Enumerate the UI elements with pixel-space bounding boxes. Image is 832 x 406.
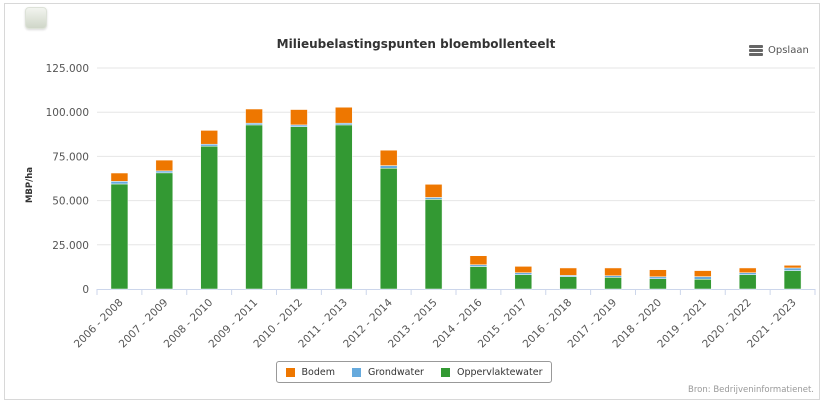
legend-item-oppervlaktewater[interactable]: Oppervlaktewater <box>440 366 543 378</box>
bar-bodem <box>469 255 488 266</box>
bar-bodem <box>155 159 174 172</box>
legend-swatch <box>351 367 361 377</box>
bar-bodem <box>738 267 757 273</box>
bar-oppervlaktewater <box>469 266 488 290</box>
bar-grondwater <box>155 170 174 174</box>
y-tick-label: 50.000 <box>52 196 89 208</box>
hamburger-menu-icon <box>749 45 763 56</box>
bar-grondwater <box>514 272 533 275</box>
bar-oppervlaktewater <box>379 167 398 290</box>
bar-bodem <box>694 270 712 277</box>
legend-swatch <box>440 367 450 377</box>
bar-bodem <box>200 130 218 145</box>
bar-grondwater <box>110 181 129 185</box>
bar-oppervlaktewater <box>738 274 757 290</box>
y-tick-label: 75.000 <box>52 151 89 163</box>
bar-bodem <box>559 267 577 276</box>
bar-bodem <box>379 149 398 166</box>
bar-bodem <box>783 265 802 269</box>
legend-label: Grondwater <box>367 366 424 378</box>
legend-item-grondwater[interactable]: Grondwater <box>351 366 424 378</box>
bar-oppervlaktewater <box>290 126 308 290</box>
bar-bodem <box>245 108 263 124</box>
bar-oppervlaktewater <box>649 278 667 290</box>
bar-grondwater <box>379 165 398 169</box>
bar-bodem <box>514 266 533 273</box>
bar-grondwater <box>290 124 308 127</box>
legend: Bodem Grondwater Oppervlaktewater <box>276 361 552 383</box>
bar-oppervlaktewater <box>424 199 443 290</box>
bar-grondwater <box>694 276 712 280</box>
bar-bodem <box>424 184 443 198</box>
legend-swatch <box>285 367 295 377</box>
bar-grondwater <box>335 122 353 126</box>
bar-grondwater <box>738 272 757 275</box>
export-button[interactable]: Opslaan <box>749 45 809 56</box>
legend-label: Oppervlaktewater <box>456 366 543 378</box>
context-menu-button[interactable] <box>25 7 47 29</box>
bar-bodem <box>290 109 308 126</box>
y-tick-label: 0 <box>82 284 89 296</box>
bar-bodem <box>604 267 622 276</box>
bar-oppervlaktewater <box>110 183 129 290</box>
bar-bodem <box>335 106 353 124</box>
chart-frame <box>4 3 820 400</box>
bar-grondwater <box>424 197 443 200</box>
bar-oppervlaktewater <box>694 279 712 290</box>
bar-oppervlaktewater <box>335 124 353 290</box>
bar-grondwater <box>245 122 263 126</box>
y-tick-label: 100.000 <box>46 107 89 119</box>
bar-oppervlaktewater <box>245 124 263 290</box>
bar-grondwater <box>649 276 667 279</box>
bar-oppervlaktewater <box>155 172 174 290</box>
export-label: Opslaan <box>768 45 809 56</box>
bar-oppervlaktewater <box>604 277 622 290</box>
bar-bodem <box>649 269 667 278</box>
y-tick-label: 25.000 <box>52 240 89 252</box>
bar-bodem <box>110 172 129 182</box>
bar-grondwater <box>200 143 218 147</box>
bar-oppervlaktewater <box>559 276 577 290</box>
bar-grondwater <box>783 267 802 271</box>
y-tick-label: 125.000 <box>46 63 89 75</box>
bar-oppervlaktewater <box>200 145 218 290</box>
chart-title: Milieubelastingspunten bloembollenteelt <box>276 37 556 51</box>
bar-oppervlaktewater <box>514 274 533 290</box>
legend-label: Bodem <box>301 366 335 378</box>
bar-oppervlaktewater <box>783 270 802 290</box>
source-credit: Bron: Bedrijveninformatienet. <box>688 385 814 395</box>
bar-grondwater <box>469 264 488 267</box>
legend-item-bodem[interactable]: Bodem <box>285 366 335 378</box>
